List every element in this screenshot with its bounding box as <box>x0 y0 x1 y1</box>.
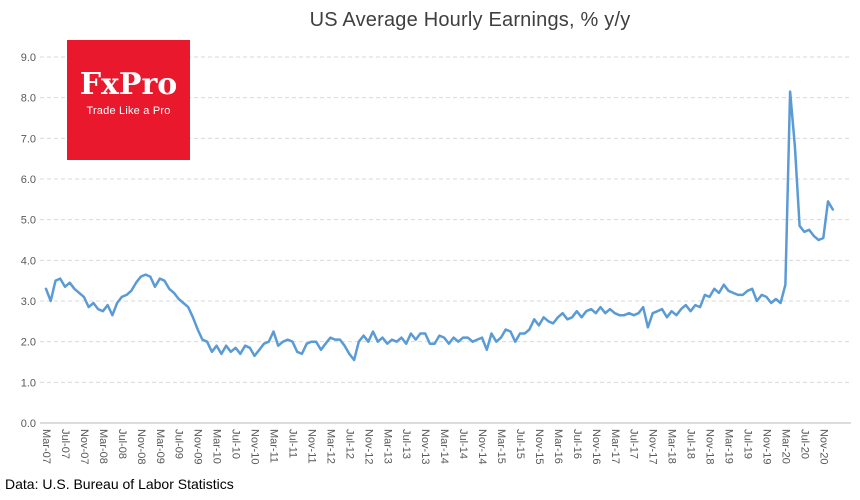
x-tick-label: Jul-15 <box>514 429 526 459</box>
y-tick-label: 3.0 <box>21 296 36 308</box>
x-tick-label: Jul-11 <box>286 429 298 458</box>
x-tick-label: Nov-11 <box>305 429 317 464</box>
y-tick-label: 1.0 <box>21 377 36 389</box>
x-tick-label: Mar-18 <box>666 429 678 464</box>
y-tick-label: 7.0 <box>21 133 36 145</box>
fxpro-logo-brand-text: FxPro <box>79 67 178 102</box>
y-tick-label: 9.0 <box>21 52 36 64</box>
x-tick-label: Nov-08 <box>135 429 147 464</box>
x-tick-label: Nov-15 <box>533 429 545 464</box>
x-tick-label: Mar-08 <box>97 429 109 464</box>
x-tick-label: Jul-20 <box>798 429 810 459</box>
x-tick-label: Jul-14 <box>457 429 469 459</box>
x-tick-label: Mar-09 <box>154 429 166 464</box>
x-tick-label: Nov-20 <box>817 429 829 464</box>
x-tick-label: Mar-11 <box>268 429 280 463</box>
y-tick-label: 2.0 <box>21 337 36 349</box>
x-tick-label: Jul-16 <box>571 429 583 459</box>
y-tick-label: 6.0 <box>21 174 36 186</box>
x-tick-label: Jul-08 <box>116 429 128 459</box>
fxpro-logo: FxPro Trade Like a Pro <box>67 40 190 160</box>
y-tick-label: 8.0 <box>21 93 36 105</box>
x-tick-label: Nov-18 <box>704 429 716 464</box>
x-tick-label: Jul-19 <box>741 429 753 459</box>
x-tick-label: Nov-17 <box>647 429 659 464</box>
x-tick-label: Mar-12 <box>324 429 336 464</box>
x-tick-label: Mar-14 <box>438 429 450 464</box>
x-tick-label: Mar-17 <box>609 429 621 464</box>
x-tick-label: Jul-13 <box>400 429 412 459</box>
x-tick-label: Mar-16 <box>552 429 564 464</box>
x-tick-label: Nov-14 <box>476 429 488 464</box>
chart-title: US Average Hourly Earnings, % y/y <box>309 9 631 31</box>
x-tick-label: Mar-19 <box>723 429 735 464</box>
y-tick-label: 0.0 <box>21 418 36 430</box>
x-tick-label: Nov-13 <box>419 429 431 464</box>
x-tick-label: Nov-07 <box>78 429 90 464</box>
y-tick-label: 4.0 <box>21 255 36 267</box>
earnings-line-series <box>44 90 835 362</box>
x-tick-label: Jul-18 <box>685 429 697 459</box>
fxpro-logo-tagline: Trade Like a Pro <box>86 105 171 117</box>
data-source-caption: Data: U.S. Bureau of Labor Statistics <box>5 476 234 492</box>
x-tick-label: Nov-19 <box>760 429 772 464</box>
x-tick-label: Nov-16 <box>590 429 602 464</box>
x-tick-label: Nov-09 <box>192 429 204 464</box>
x-tick-label: Jul-10 <box>230 429 242 459</box>
x-tick-label: Jul-12 <box>343 429 355 459</box>
x-tick-label: Jul-09 <box>173 429 185 459</box>
x-tick-label: Mar-07 <box>40 429 52 464</box>
y-tick-label: 5.0 <box>21 215 36 227</box>
x-tick-label: Mar-10 <box>211 429 223 464</box>
x-tick-label: Nov-12 <box>362 429 374 464</box>
x-tick-label: Jul-07 <box>59 429 71 459</box>
x-tick-label: Mar-13 <box>381 429 393 464</box>
x-tick-label: Jul-17 <box>628 429 640 459</box>
x-tick-label: Mar-20 <box>779 429 791 464</box>
x-tick-label: Mar-15 <box>495 429 507 464</box>
x-tick-label: Nov-10 <box>249 429 261 464</box>
